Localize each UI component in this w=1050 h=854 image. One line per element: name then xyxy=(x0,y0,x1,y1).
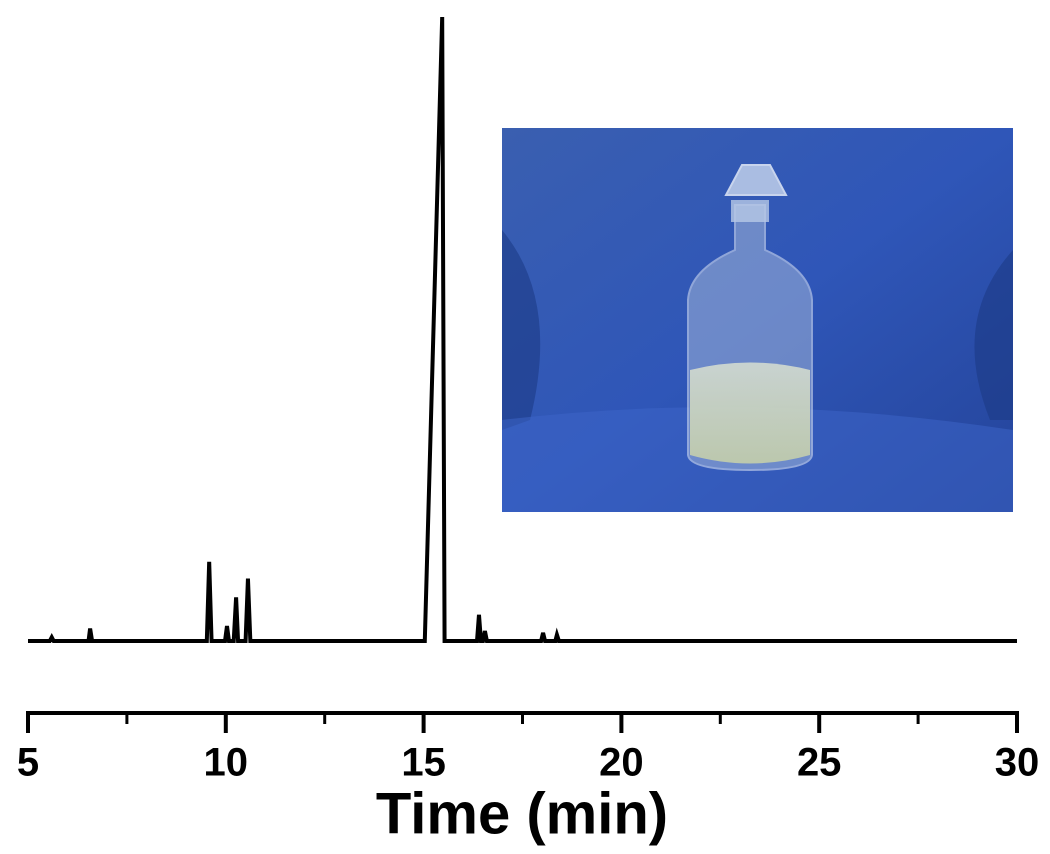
x-tick-label: 25 xyxy=(797,741,842,785)
x-tick-label: 15 xyxy=(401,741,446,785)
x-tick-label: 20 xyxy=(599,741,644,785)
chromatogram-line xyxy=(28,16,1017,643)
x-tick-label: 30 xyxy=(995,741,1040,785)
inset-photo xyxy=(502,128,1013,512)
x-axis-title: Time (min) xyxy=(376,781,668,846)
x-tick-label: 10 xyxy=(204,741,249,785)
x-tick-label: 5 xyxy=(17,741,39,785)
